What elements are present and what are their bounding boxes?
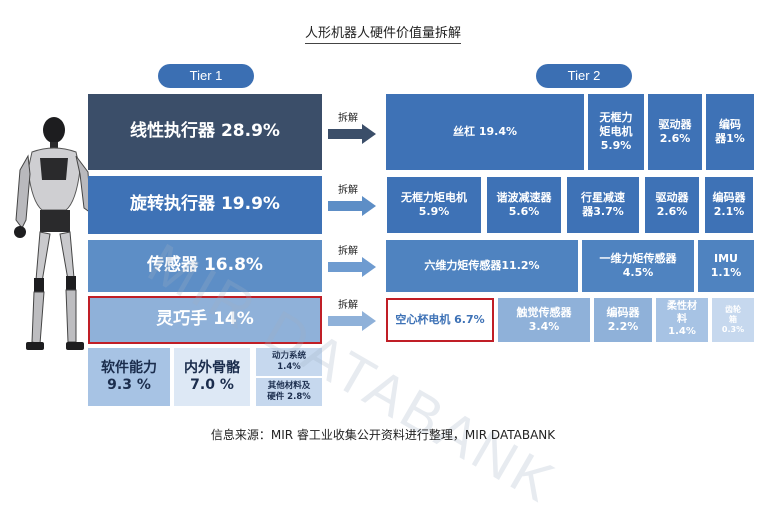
- tier2-encoder-1-name2: 器1%: [715, 132, 745, 145]
- tier1-rotary-actuator-label: 旋转执行器 19.9%: [130, 194, 280, 215]
- tier2-frameless-motor-1-name: 无框力: [599, 111, 633, 125]
- tier2-encoder-1-name: 编码: [719, 118, 741, 132]
- tier2-coreless-motor-label: 空心杯电机 6.7%: [395, 313, 485, 327]
- power-system-name: 动力系统: [271, 351, 306, 362]
- tier2-gearbox-name2: 箱: [729, 315, 737, 324]
- other-materials-name: 其他材料及: [267, 381, 311, 392]
- decompose-label-4: 拆解: [338, 300, 358, 311]
- tier2-harmonic-reducer-value: 5.6%: [508, 205, 540, 218]
- tier1-dexterous-hand-label: 灵巧手 14%: [156, 309, 254, 330]
- tier2-frameless-motor-1-name2: 矩电机: [599, 125, 633, 139]
- tier2-frameless-motor-1-value: 5.9%: [600, 138, 632, 152]
- source-note: 信息来源：MIR 睿工业收集公开资料进行整理，MIR DATABANK: [210, 428, 556, 442]
- power-system: 动力系统 1.4%: [256, 348, 322, 376]
- decompose-label-2: 拆解: [338, 185, 358, 196]
- tier2-frameless-motor-2-name: 无框力矩电机: [401, 191, 467, 205]
- skeleton-name: 内外骨骼: [184, 359, 240, 376]
- tier2-single-axis-sensor-value: 4.5%: [622, 266, 654, 279]
- tier2-planetary-reducer: 行星减速 器3.7%: [566, 176, 640, 234]
- tier2-frameless-motor-2: 无框力矩电机 5.9%: [386, 176, 482, 234]
- tier2-encoder-2-name: 编码器: [712, 191, 746, 205]
- other-materials-name2: 硬件 2.8%: [267, 392, 311, 402]
- tier2-driver-1: 驱动器 2.6%: [648, 94, 702, 170]
- tier2-planetary-reducer-name2: 器3.7%: [582, 205, 624, 218]
- arrow-4: [328, 311, 376, 331]
- decompose-label-1: 拆解: [338, 113, 358, 124]
- tier2-imu-value: 1.1%: [710, 266, 742, 279]
- tier2-planetary-reducer-name: 行星减速: [581, 191, 625, 205]
- tier2-flexible-material-value: 1.4%: [668, 326, 696, 338]
- tier2-six-axis-sensor-label: 六维力矩传感器11.2%: [424, 259, 540, 273]
- tier2-driver-1-name: 驱动器: [658, 118, 692, 132]
- tier2-single-axis-sensor: 一维力矩传感器 4.5%: [582, 240, 694, 292]
- tier2-gearbox-name: 齿轮: [725, 305, 741, 314]
- decompose-label-3: 拆解: [338, 246, 358, 257]
- tier2-driver-2-name: 驱动器: [655, 191, 689, 205]
- tier1-sensor: 传感器 16.8%: [88, 240, 322, 292]
- page-title: 人形机器人硬件价值量拆解: [0, 22, 766, 44]
- software-capability: 软件能力 9.3 %: [88, 348, 170, 406]
- tier2-tactile-sensor-value: 3.4%: [528, 320, 560, 333]
- arrow-1: [328, 124, 376, 144]
- tier2-encoder-3: 编码器 2.2%: [594, 298, 652, 342]
- tier2-gearbox: 齿轮 箱 0.3%: [712, 298, 754, 342]
- tier2-label: Tier 2: [536, 64, 632, 88]
- tier2-frameless-motor-2-value: 5.9%: [418, 205, 450, 218]
- tier2-imu: IMU 1.1%: [698, 240, 754, 292]
- skeleton-value: 7.0 %: [190, 377, 234, 393]
- tier2-driver-2-value: 2.6%: [656, 205, 688, 218]
- tier2-driver-2: 驱动器 2.6%: [644, 176, 700, 234]
- tier2-tactile-sensor-name: 触觉传感器: [516, 306, 572, 320]
- tier1-sensor-label: 传感器 16.8%: [147, 255, 263, 276]
- tier1-rotary-actuator: 旋转执行器 19.9%: [88, 176, 322, 234]
- tier2-frameless-motor-1: 无框力 矩电机 5.9%: [588, 94, 644, 170]
- tier2-single-axis-sensor-name: 一维力矩传感器: [599, 252, 677, 266]
- tier1-linear-actuator-label: 线性执行器 28.9%: [130, 121, 280, 142]
- tier2-tactile-sensor: 触觉传感器 3.4%: [498, 298, 590, 342]
- tier2-flexible-material: 柔性材 料 1.4%: [656, 298, 708, 342]
- arrow-2: [328, 196, 376, 216]
- tier2-flexible-material-name2: 料: [677, 313, 687, 325]
- tier2-harmonic-reducer-name: 谐波减速器: [496, 191, 552, 205]
- tier2-lead-screw: 丝杠 19.4%: [386, 94, 584, 170]
- software-capability-value: 9.3 %: [107, 377, 151, 393]
- tier1-dexterous-hand: 灵巧手 14%: [88, 296, 322, 344]
- tier2-driver-1-value: 2.6%: [659, 132, 691, 145]
- tier2-encoder-2-value: 2.1%: [713, 205, 745, 218]
- tier2-encoder-3-value: 2.2%: [607, 320, 639, 333]
- tier2-harmonic-reducer: 谐波减速器 5.6%: [486, 176, 562, 234]
- tier2-six-axis-sensor: 六维力矩传感器11.2%: [386, 240, 578, 292]
- tier1-linear-actuator: 线性执行器 28.9%: [88, 94, 322, 170]
- tier2-gearbox-value: 0.3%: [721, 325, 745, 334]
- other-materials: 其他材料及 硬件 2.8%: [256, 378, 322, 406]
- tier2-encoder-1: 编码 器1%: [706, 94, 754, 170]
- tier2-flexible-material-name: 柔性材: [667, 301, 697, 313]
- software-capability-name: 软件能力: [101, 359, 157, 376]
- tier2-imu-name: IMU: [714, 252, 738, 266]
- tier2-coreless-motor: 空心杯电机 6.7%: [386, 298, 494, 342]
- power-system-value: 1.4%: [277, 362, 301, 372]
- tier2-lead-screw-label: 丝杠 19.4%: [453, 125, 517, 139]
- skeleton: 内外骨骼 7.0 %: [174, 348, 250, 406]
- arrow-3: [328, 257, 376, 277]
- tier1-label: Tier 1: [158, 64, 254, 88]
- tier2-encoder-3-name: 编码器: [606, 306, 640, 320]
- tier2-encoder-2: 编码器 2.1%: [704, 176, 754, 234]
